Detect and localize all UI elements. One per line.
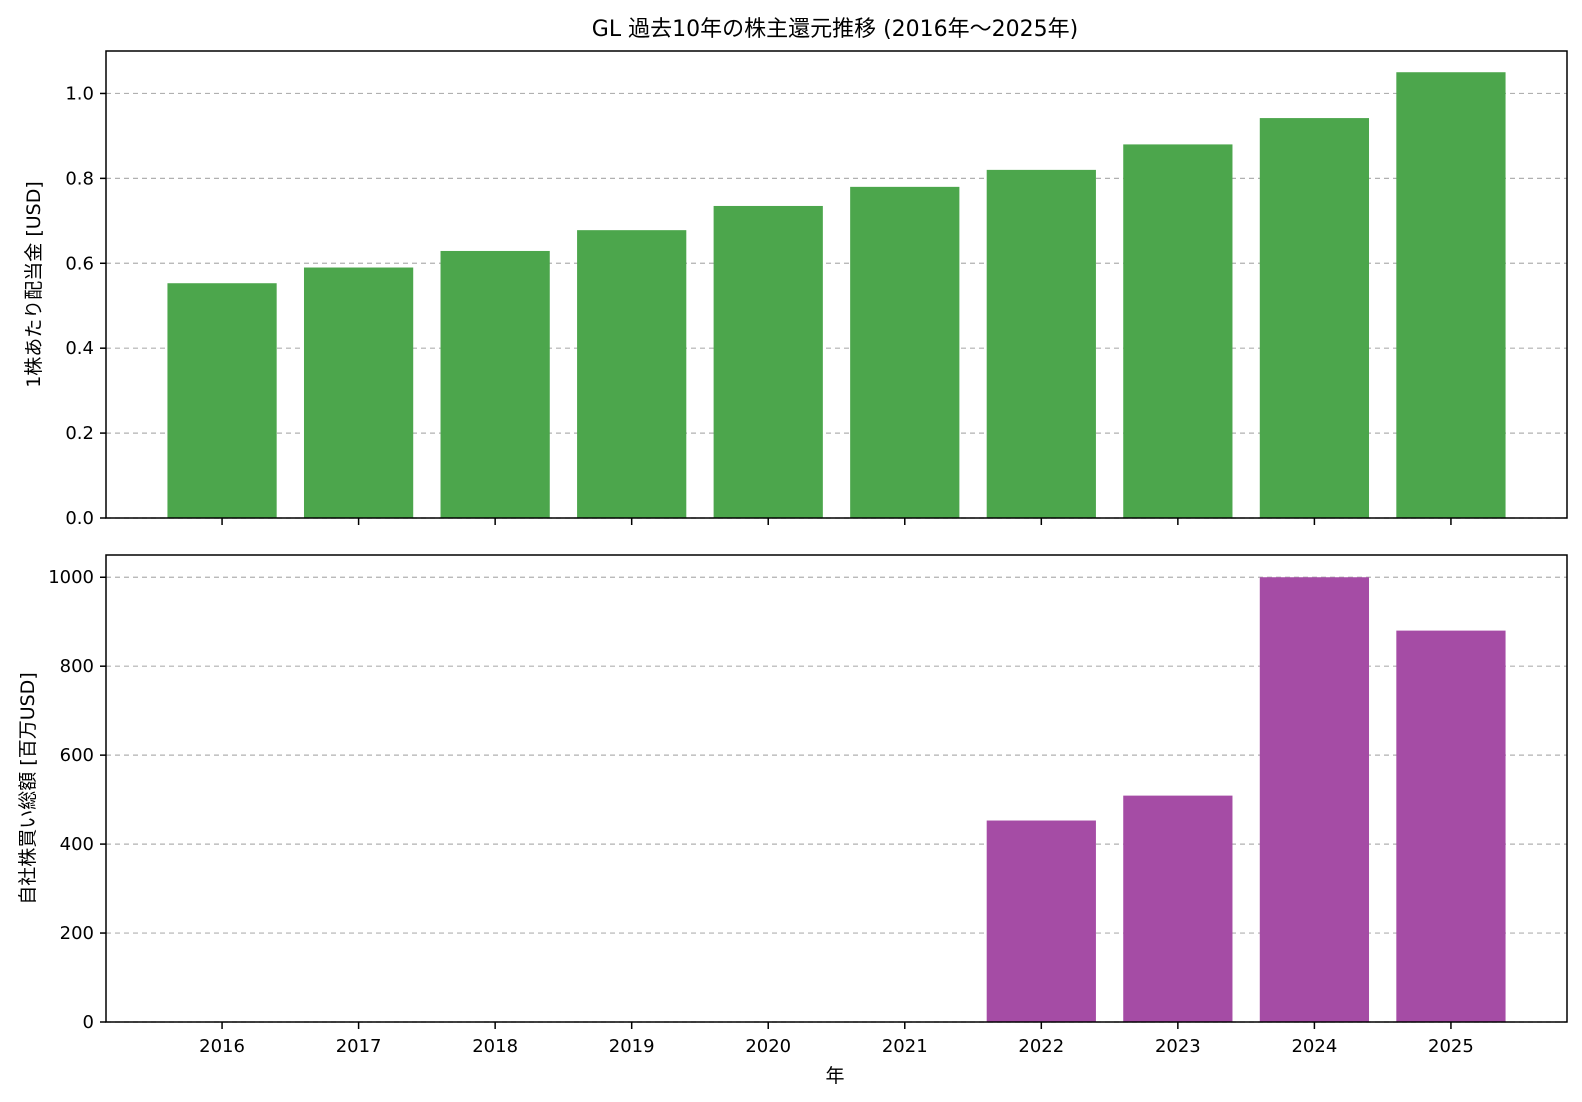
x-tick-label-2022: 2022 (1018, 1036, 1064, 1057)
dividend-bar-2022 (986, 169, 1096, 518)
buyback-bar-2022 (986, 820, 1096, 1022)
x-tick-label-2023: 2023 (1155, 1036, 1201, 1057)
x-tick-label-2020: 2020 (745, 1036, 791, 1057)
x-axis-label: 年 (825, 1065, 844, 1087)
dividend-bar-2019 (577, 230, 687, 518)
dividend-y-tick-label: 0.2 (65, 423, 94, 444)
x-tick-label-2025: 2025 (1428, 1036, 1474, 1057)
x-tick-label-2017: 2017 (336, 1036, 382, 1057)
dividend-y-tick-label: 0.6 (65, 253, 94, 274)
chart-title: GL 過去10年の株主還元推移 (2016年～2025年) (592, 17, 1078, 42)
x-tick-label-2018: 2018 (472, 1036, 518, 1057)
buyback-y-tick-label: 800 (60, 656, 94, 677)
dividend-bar-2017 (303, 267, 414, 518)
buyback-panel: 0 200 400 600 800 1000 2016 2017 2018 2019 2020 202… (17, 554, 1568, 1057)
x-tick-label-2021: 2021 (882, 1036, 928, 1057)
dividend-panel: 0.0 0.2 0.4 0.6 0.8 1.0 1株あたり配当金 [USD] (23, 50, 1568, 529)
dividend-bar-2016 (167, 283, 277, 518)
x-tick-label-2024: 2024 (1291, 1036, 1337, 1057)
x-tick-label-2019: 2019 (609, 1036, 655, 1057)
dividend-y-axis-label: 1株あたり配当金 [USD] (23, 181, 45, 388)
dividend-bar-2021 (850, 186, 960, 518)
buyback-y-tick-label: 1000 (48, 567, 94, 588)
x-tick-label-2016: 2016 (199, 1036, 245, 1057)
dividend-bar-2020 (713, 205, 823, 518)
buyback-y-tick-label: 0 (83, 1012, 94, 1033)
buyback-y-tick-label: 200 (60, 923, 94, 944)
dividend-bar-2024 (1259, 118, 1370, 518)
dividend-bar-2023 (1123, 144, 1233, 518)
dividend-y-tick-label: 1.0 (65, 83, 94, 104)
dividend-bar-2025 (1396, 72, 1506, 519)
buyback-bar-2025 (1396, 630, 1506, 1022)
dividend-axes-frame (105, 50, 1568, 519)
buyback-bar-2023 (1123, 795, 1233, 1022)
buyback-axes-frame (105, 554, 1568, 1023)
buyback-y-tick-label: 600 (60, 745, 94, 766)
dividend-y-tick-label: 0.4 (65, 338, 94, 359)
dividend-bar-2018 (440, 250, 550, 518)
buyback-y-axis-label: 自社株買い総額 [百万USD] (17, 672, 39, 904)
dividend-y-tick-label: 0.8 (65, 168, 94, 189)
dividend-y-tick-label: 0.0 (65, 508, 94, 529)
buyback-y-tick-label: 400 (60, 834, 94, 855)
buyback-bar-2024 (1259, 577, 1370, 1022)
